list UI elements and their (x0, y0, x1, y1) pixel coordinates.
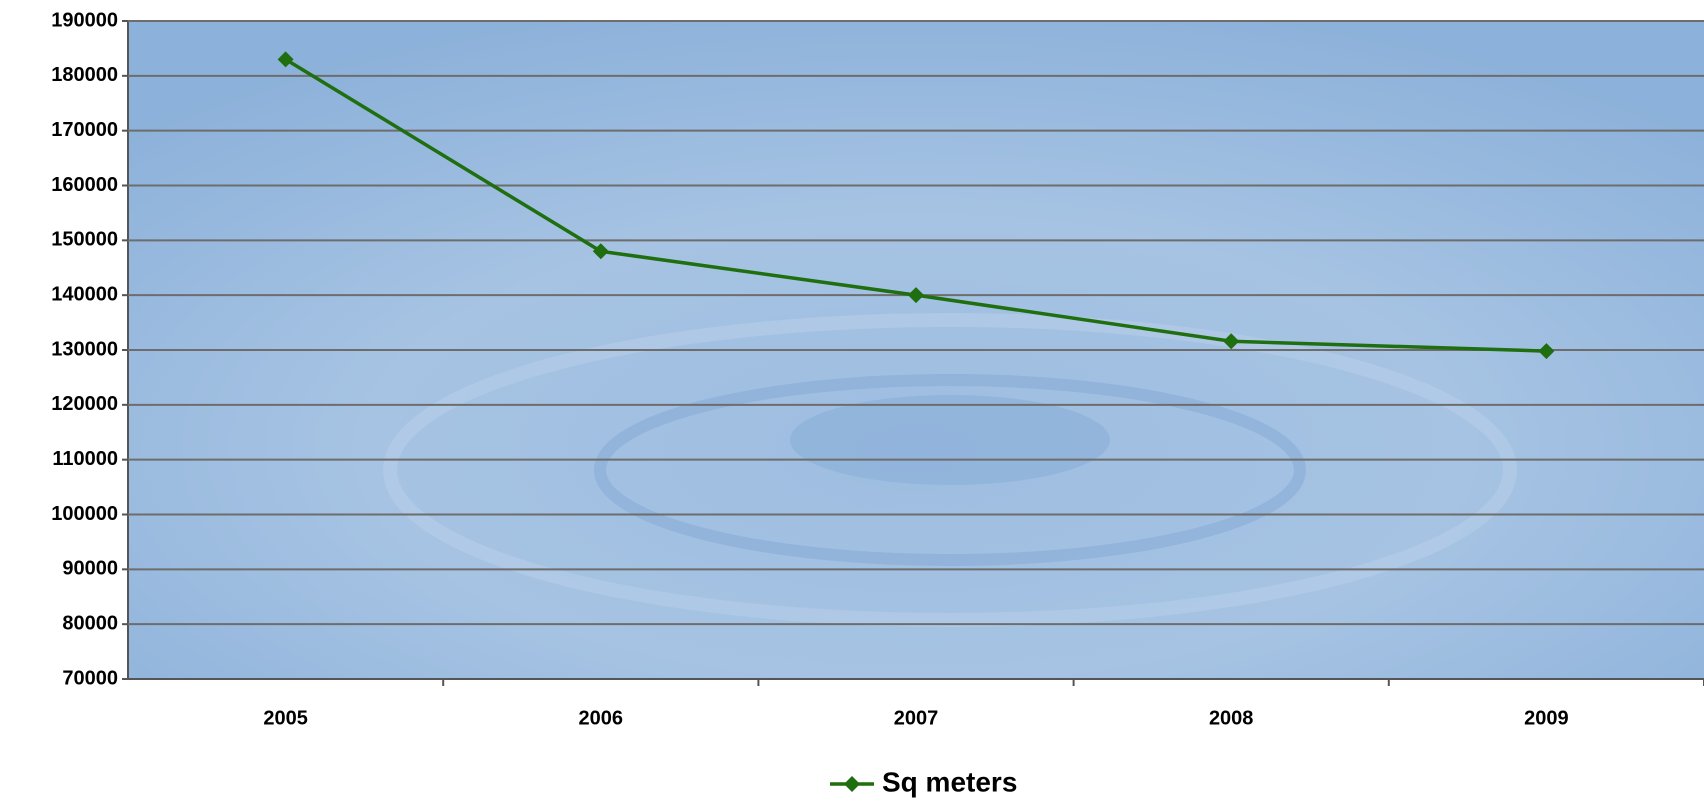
y-tick-label: 190000 (51, 9, 118, 31)
legend-label: Sq meters (882, 766, 1017, 797)
y-tick-label: 180000 (51, 64, 118, 86)
x-tick-label: 2007 (894, 707, 939, 729)
y-tick-label: 110000 (52, 448, 118, 470)
point-marker (908, 287, 924, 304)
y-tick-label: 160000 (51, 174, 118, 196)
ripple (594, 374, 1306, 566)
x-tick-label: 2006 (579, 707, 624, 729)
point-marker (1538, 343, 1555, 360)
point-marker (1223, 333, 1240, 350)
y-tick-label: 120000 (51, 393, 118, 415)
x-tick-label: 2009 (1524, 707, 1569, 729)
y-tick-label: 150000 (51, 229, 118, 251)
y-tick-label: 70000 (62, 667, 118, 689)
y-tick-label: 100000 (51, 503, 118, 525)
legend-marker (844, 776, 860, 792)
y-tick-label: 130000 (51, 338, 118, 360)
y-tick-label: 140000 (51, 283, 118, 305)
x-tick-label: 2008 (1209, 707, 1254, 729)
point-marker (277, 51, 294, 68)
point-marker (592, 243, 609, 260)
y-tick-label: 170000 (51, 119, 118, 141)
ripple (383, 313, 1517, 627)
x-tick-label: 2005 (263, 707, 308, 729)
y-tick-label: 80000 (62, 612, 118, 634)
y-tick-label: 90000 (62, 558, 118, 580)
ripple (790, 395, 1110, 485)
